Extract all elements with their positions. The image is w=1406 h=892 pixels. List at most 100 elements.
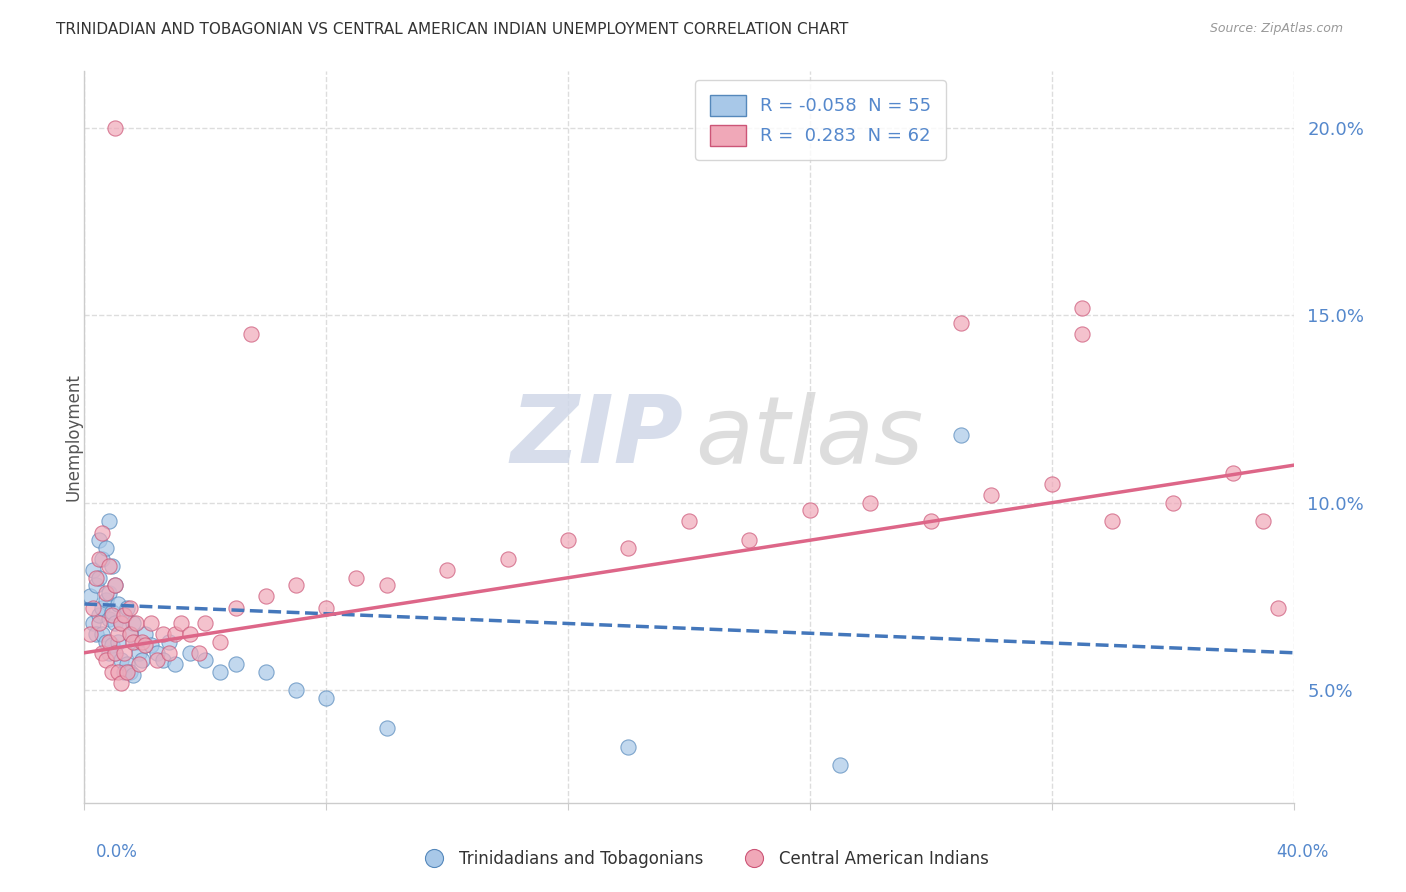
Point xyxy=(436,563,458,577)
Point xyxy=(1071,301,1094,315)
Point xyxy=(91,552,114,566)
Point xyxy=(179,646,201,660)
Point xyxy=(617,541,640,555)
Point xyxy=(617,739,640,754)
Point xyxy=(131,634,153,648)
Point xyxy=(139,638,162,652)
Point xyxy=(110,615,132,630)
Point xyxy=(799,503,821,517)
Point xyxy=(152,627,174,641)
Point xyxy=(146,653,169,667)
Point xyxy=(1040,477,1063,491)
Point xyxy=(118,665,141,679)
Point xyxy=(375,578,398,592)
Point xyxy=(100,638,122,652)
Point xyxy=(107,627,129,641)
Point xyxy=(1101,515,1123,529)
Point xyxy=(79,627,101,641)
Point xyxy=(89,552,111,566)
Point xyxy=(97,586,120,600)
Point xyxy=(91,600,114,615)
Point xyxy=(1267,600,1289,615)
Point xyxy=(94,653,117,667)
Point xyxy=(131,653,153,667)
Point xyxy=(1222,466,1244,480)
Point xyxy=(157,634,180,648)
Point xyxy=(115,665,138,679)
Point xyxy=(94,541,117,555)
Point xyxy=(121,634,143,648)
Point xyxy=(107,597,129,611)
Point xyxy=(225,600,247,615)
Point xyxy=(104,120,127,135)
Point xyxy=(104,578,127,592)
Point xyxy=(950,428,973,442)
Point xyxy=(225,657,247,671)
Point xyxy=(496,552,519,566)
Point xyxy=(94,593,117,607)
Point xyxy=(194,653,217,667)
Point xyxy=(209,665,232,679)
Point xyxy=(110,615,132,630)
Point xyxy=(950,316,973,330)
Point xyxy=(97,634,120,648)
Point xyxy=(315,600,337,615)
Point xyxy=(557,533,579,548)
Point xyxy=(112,608,135,623)
Point xyxy=(91,525,114,540)
Point xyxy=(980,488,1002,502)
Point xyxy=(115,600,138,615)
Point xyxy=(97,515,120,529)
Point xyxy=(859,496,882,510)
Point xyxy=(254,590,277,604)
Point xyxy=(86,571,108,585)
Point xyxy=(118,627,141,641)
Point xyxy=(209,634,232,648)
Point xyxy=(1253,515,1275,529)
Legend: R = -0.058  N = 55, R =  0.283  N = 62: R = -0.058 N = 55, R = 0.283 N = 62 xyxy=(696,80,946,160)
Point xyxy=(179,627,201,641)
Point xyxy=(125,615,148,630)
Point xyxy=(165,627,187,641)
Point xyxy=(110,675,132,690)
Point xyxy=(91,627,114,641)
Point xyxy=(830,758,852,772)
Point xyxy=(118,627,141,641)
Point xyxy=(107,634,129,648)
Point xyxy=(107,665,129,679)
Legend: Trinidadians and Tobagonians, Central American Indians: Trinidadians and Tobagonians, Central Am… xyxy=(411,844,995,875)
Point xyxy=(165,657,187,671)
Point xyxy=(157,646,180,660)
Point xyxy=(94,586,117,600)
Point xyxy=(738,533,761,548)
Point xyxy=(920,515,942,529)
Point xyxy=(89,571,111,585)
Text: 0.0%: 0.0% xyxy=(96,843,138,861)
Point xyxy=(89,608,111,623)
Point xyxy=(79,590,101,604)
Point xyxy=(121,668,143,682)
Point xyxy=(134,627,156,641)
Point xyxy=(134,638,156,652)
Point xyxy=(1161,496,1184,510)
Point xyxy=(89,533,111,548)
Point xyxy=(86,578,108,592)
Point xyxy=(97,646,120,660)
Point xyxy=(97,559,120,574)
Point xyxy=(346,571,368,585)
Point xyxy=(194,615,217,630)
Point xyxy=(100,605,122,619)
Point xyxy=(97,612,120,626)
Point xyxy=(94,634,117,648)
Text: ZIP: ZIP xyxy=(510,391,683,483)
Point xyxy=(91,646,114,660)
Point xyxy=(1071,326,1094,341)
Text: TRINIDADIAN AND TOBAGONIAN VS CENTRAL AMERICAN INDIAN UNEMPLOYMENT CORRELATION C: TRINIDADIAN AND TOBAGONIAN VS CENTRAL AM… xyxy=(56,22,849,37)
Point xyxy=(254,665,277,679)
Point xyxy=(115,657,138,671)
Point xyxy=(100,665,122,679)
Point xyxy=(128,646,150,660)
Point xyxy=(110,653,132,667)
Point xyxy=(82,600,104,615)
Point xyxy=(375,721,398,735)
